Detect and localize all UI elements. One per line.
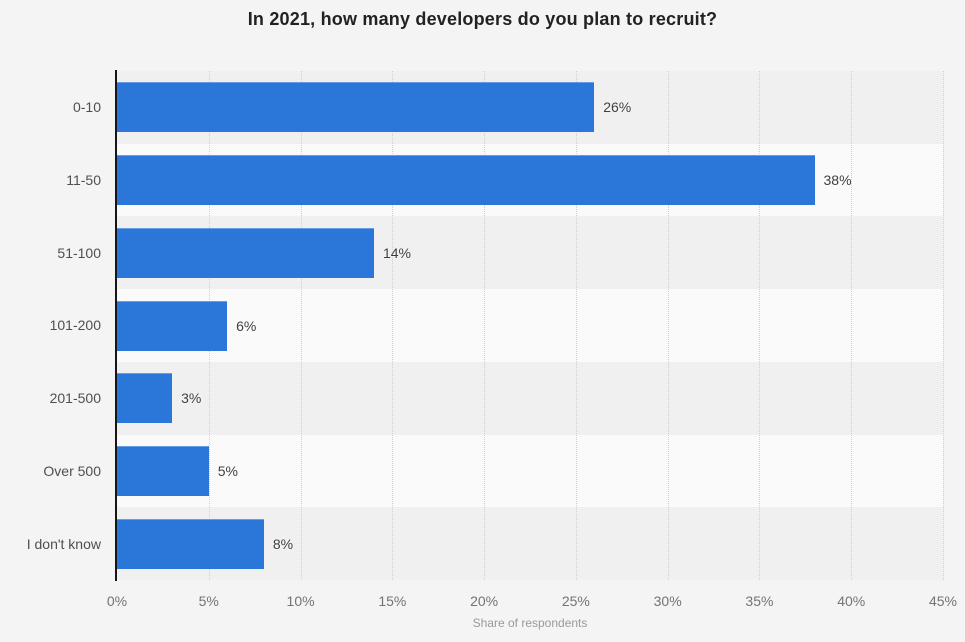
bar (117, 227, 374, 278)
gridline (759, 71, 761, 580)
bar (117, 300, 228, 351)
x-axis-title: Share of respondents (472, 616, 588, 630)
gridline (943, 71, 944, 580)
category-label: I don't know (26, 535, 101, 552)
x-tick-label: 5% (198, 593, 219, 609)
bar-value-label: 5% (217, 462, 238, 479)
category-label: 101-200 (49, 317, 101, 334)
gridline (392, 71, 394, 580)
bar (117, 518, 264, 569)
x-tick-label: 30% (653, 593, 682, 609)
bar-value-label: 38% (823, 172, 852, 189)
bar-value-label: 26% (603, 99, 632, 116)
x-tick-label: 25% (561, 593, 590, 609)
bar (117, 155, 815, 206)
x-tick-label: 15% (378, 593, 407, 609)
gridline (484, 71, 486, 580)
bar (117, 82, 595, 133)
gridline (575, 71, 577, 580)
category-label: 201-500 (49, 390, 101, 407)
chart-title: In 2021, how many developers do you plan… (247, 9, 718, 29)
gridline (667, 71, 669, 580)
x-tick-label: 20% (470, 593, 499, 609)
x-tick-label: 45% (928, 593, 958, 609)
gridline (851, 71, 853, 580)
x-tick-label: 40% (837, 593, 866, 609)
x-tick-label: 10% (286, 593, 315, 609)
bar-value-label: 6% (236, 317, 257, 334)
bar (117, 373, 173, 424)
gridline (300, 71, 302, 580)
bar-value-label: 3% (181, 390, 202, 407)
bar (117, 445, 209, 496)
plot-band (117, 361, 943, 435)
plot-band (117, 434, 943, 508)
category-axis: 0-10 11-50 51-100 101-200 201-500 Over 500 I d… (0, 71, 101, 580)
bar-value-label: 14% (382, 244, 411, 261)
x-tick-label: 35% (745, 593, 774, 609)
y-axis-line (115, 70, 117, 581)
category-label: 51-100 (57, 244, 101, 261)
plot-area: 26% 38% 14% 6% 3% 5% 8% (117, 71, 944, 580)
category-label: Over 500 (43, 462, 101, 479)
category-label: 11-50 (66, 172, 101, 189)
bar-value-label: 8% (272, 535, 294, 552)
category-label: 0-10 (72, 99, 101, 116)
plot-band (117, 289, 943, 362)
x-tick-label: 0% (106, 593, 128, 609)
